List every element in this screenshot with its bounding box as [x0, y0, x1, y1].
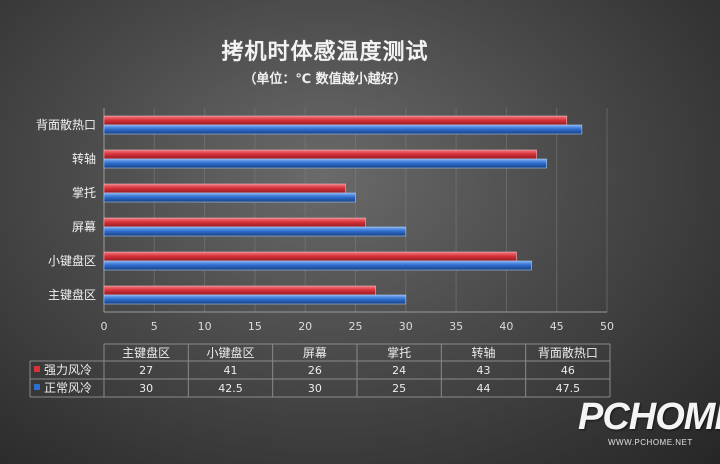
table-cell: 26: [308, 364, 322, 377]
category-labels: 主键盘区 小键盘区 屏幕 掌托 转轴 背面散热口: [36, 117, 96, 302]
bar-strong-cooling: [103, 149, 537, 160]
table-cell: 46: [561, 364, 575, 377]
bar-strong-cooling: [103, 251, 517, 262]
table-cell: 25: [392, 382, 406, 395]
table-cell: 30: [139, 382, 153, 395]
legend-swatch: [34, 384, 40, 390]
x-tick-label: 5: [151, 320, 158, 333]
bar-strong-cooling: [103, 285, 376, 296]
table-header: 小键盘区: [206, 345, 254, 360]
legend-swatch: [34, 366, 40, 372]
table-cell: 42.5: [218, 382, 243, 395]
x-tick-label: 40: [499, 320, 513, 333]
table-cell: 41: [224, 364, 238, 377]
table-cell: 24: [392, 364, 406, 377]
x-tick-label: 25: [349, 320, 363, 333]
x-tick-label: 50: [600, 320, 614, 333]
category-label: 屏幕: [72, 220, 96, 234]
table-cell: 30: [308, 382, 322, 395]
x-tick-label: 0: [101, 320, 108, 333]
x-tick-label: 10: [198, 320, 212, 333]
bar-strong-cooling: [103, 217, 366, 228]
table-header: 掌托: [387, 346, 411, 360]
x-tick-label: 30: [399, 320, 413, 333]
legend-label: 强力风冷: [44, 363, 92, 377]
category-label: 主键盘区: [48, 287, 96, 302]
table-cell: 27: [139, 364, 153, 377]
category-label: 转轴: [72, 151, 96, 166]
x-tick-label: 15: [248, 320, 262, 333]
x-tick-label: 45: [550, 320, 564, 333]
x-tick-label: 35: [449, 320, 463, 333]
table-header: 背面散热口: [538, 345, 598, 360]
legend-label: 正常风冷: [44, 381, 92, 395]
watermark-brand: PCHOME: [578, 396, 720, 438]
bar-normal-cooling: [103, 124, 583, 135]
category-label: 小键盘区: [48, 253, 96, 268]
bars: [103, 115, 583, 305]
bar-normal-cooling: [103, 260, 532, 271]
pchome-watermark: PCHOME WWW.PCHOME.NET: [578, 396, 720, 456]
grid-lines: [103, 108, 608, 313]
table-header: 主键盘区: [122, 345, 170, 360]
bar-strong-cooling: [103, 115, 568, 126]
table-cell: 43: [477, 364, 491, 377]
bar-normal-cooling: [103, 294, 407, 305]
x-tick-label: 20: [298, 320, 312, 333]
bar-normal-cooling: [103, 158, 547, 169]
bar-strong-cooling: [103, 183, 346, 194]
chart-subtitle: （单位：℃ 数值越小越好）: [243, 72, 407, 87]
category-label: 背面散热口: [36, 117, 96, 132]
x-tick-labels: 0 5 10 15 20 25 30 35 40 45 50: [101, 320, 615, 333]
watermark-url: WWW.PCHOME.NET: [608, 438, 693, 447]
bar-normal-cooling: [103, 226, 407, 237]
table-header: 屏幕: [303, 346, 327, 360]
table-cell: 47.5: [556, 382, 581, 395]
table-header: 转轴: [471, 345, 495, 360]
table-cell: 44: [477, 382, 491, 395]
category-label: 掌托: [72, 186, 96, 200]
chart-title: 拷机时体感温度测试: [221, 40, 429, 65]
bar-normal-cooling: [103, 192, 356, 203]
